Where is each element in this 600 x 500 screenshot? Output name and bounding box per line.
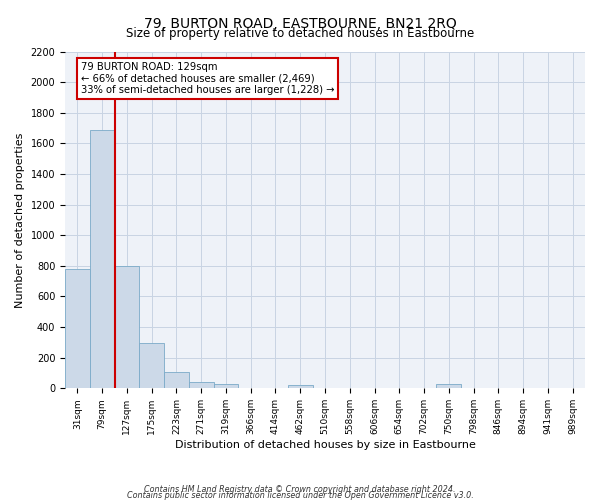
Y-axis label: Number of detached properties: Number of detached properties	[15, 132, 25, 308]
Bar	[65, 269, 90, 388]
Text: Contains public sector information licensed under the Open Government Licence v3: Contains public sector information licen…	[127, 491, 473, 500]
Text: Contains HM Land Registry data © Crown copyright and database right 2024.: Contains HM Land Registry data © Crown c…	[144, 485, 456, 494]
Bar	[115, 266, 139, 388]
Bar	[214, 384, 238, 388]
Bar	[139, 343, 164, 388]
Bar	[436, 384, 461, 388]
Text: 79, BURTON ROAD, EASTBOURNE, BN21 2RQ: 79, BURTON ROAD, EASTBOURNE, BN21 2RQ	[143, 18, 457, 32]
Bar	[189, 382, 214, 388]
X-axis label: Distribution of detached houses by size in Eastbourne: Distribution of detached houses by size …	[175, 440, 475, 450]
Bar	[288, 386, 313, 388]
Bar	[164, 372, 189, 388]
Bar	[90, 130, 115, 388]
Text: 79 BURTON ROAD: 129sqm
← 66% of detached houses are smaller (2,469)
33% of semi-: 79 BURTON ROAD: 129sqm ← 66% of detached…	[80, 62, 334, 95]
Text: Size of property relative to detached houses in Eastbourne: Size of property relative to detached ho…	[126, 28, 474, 40]
